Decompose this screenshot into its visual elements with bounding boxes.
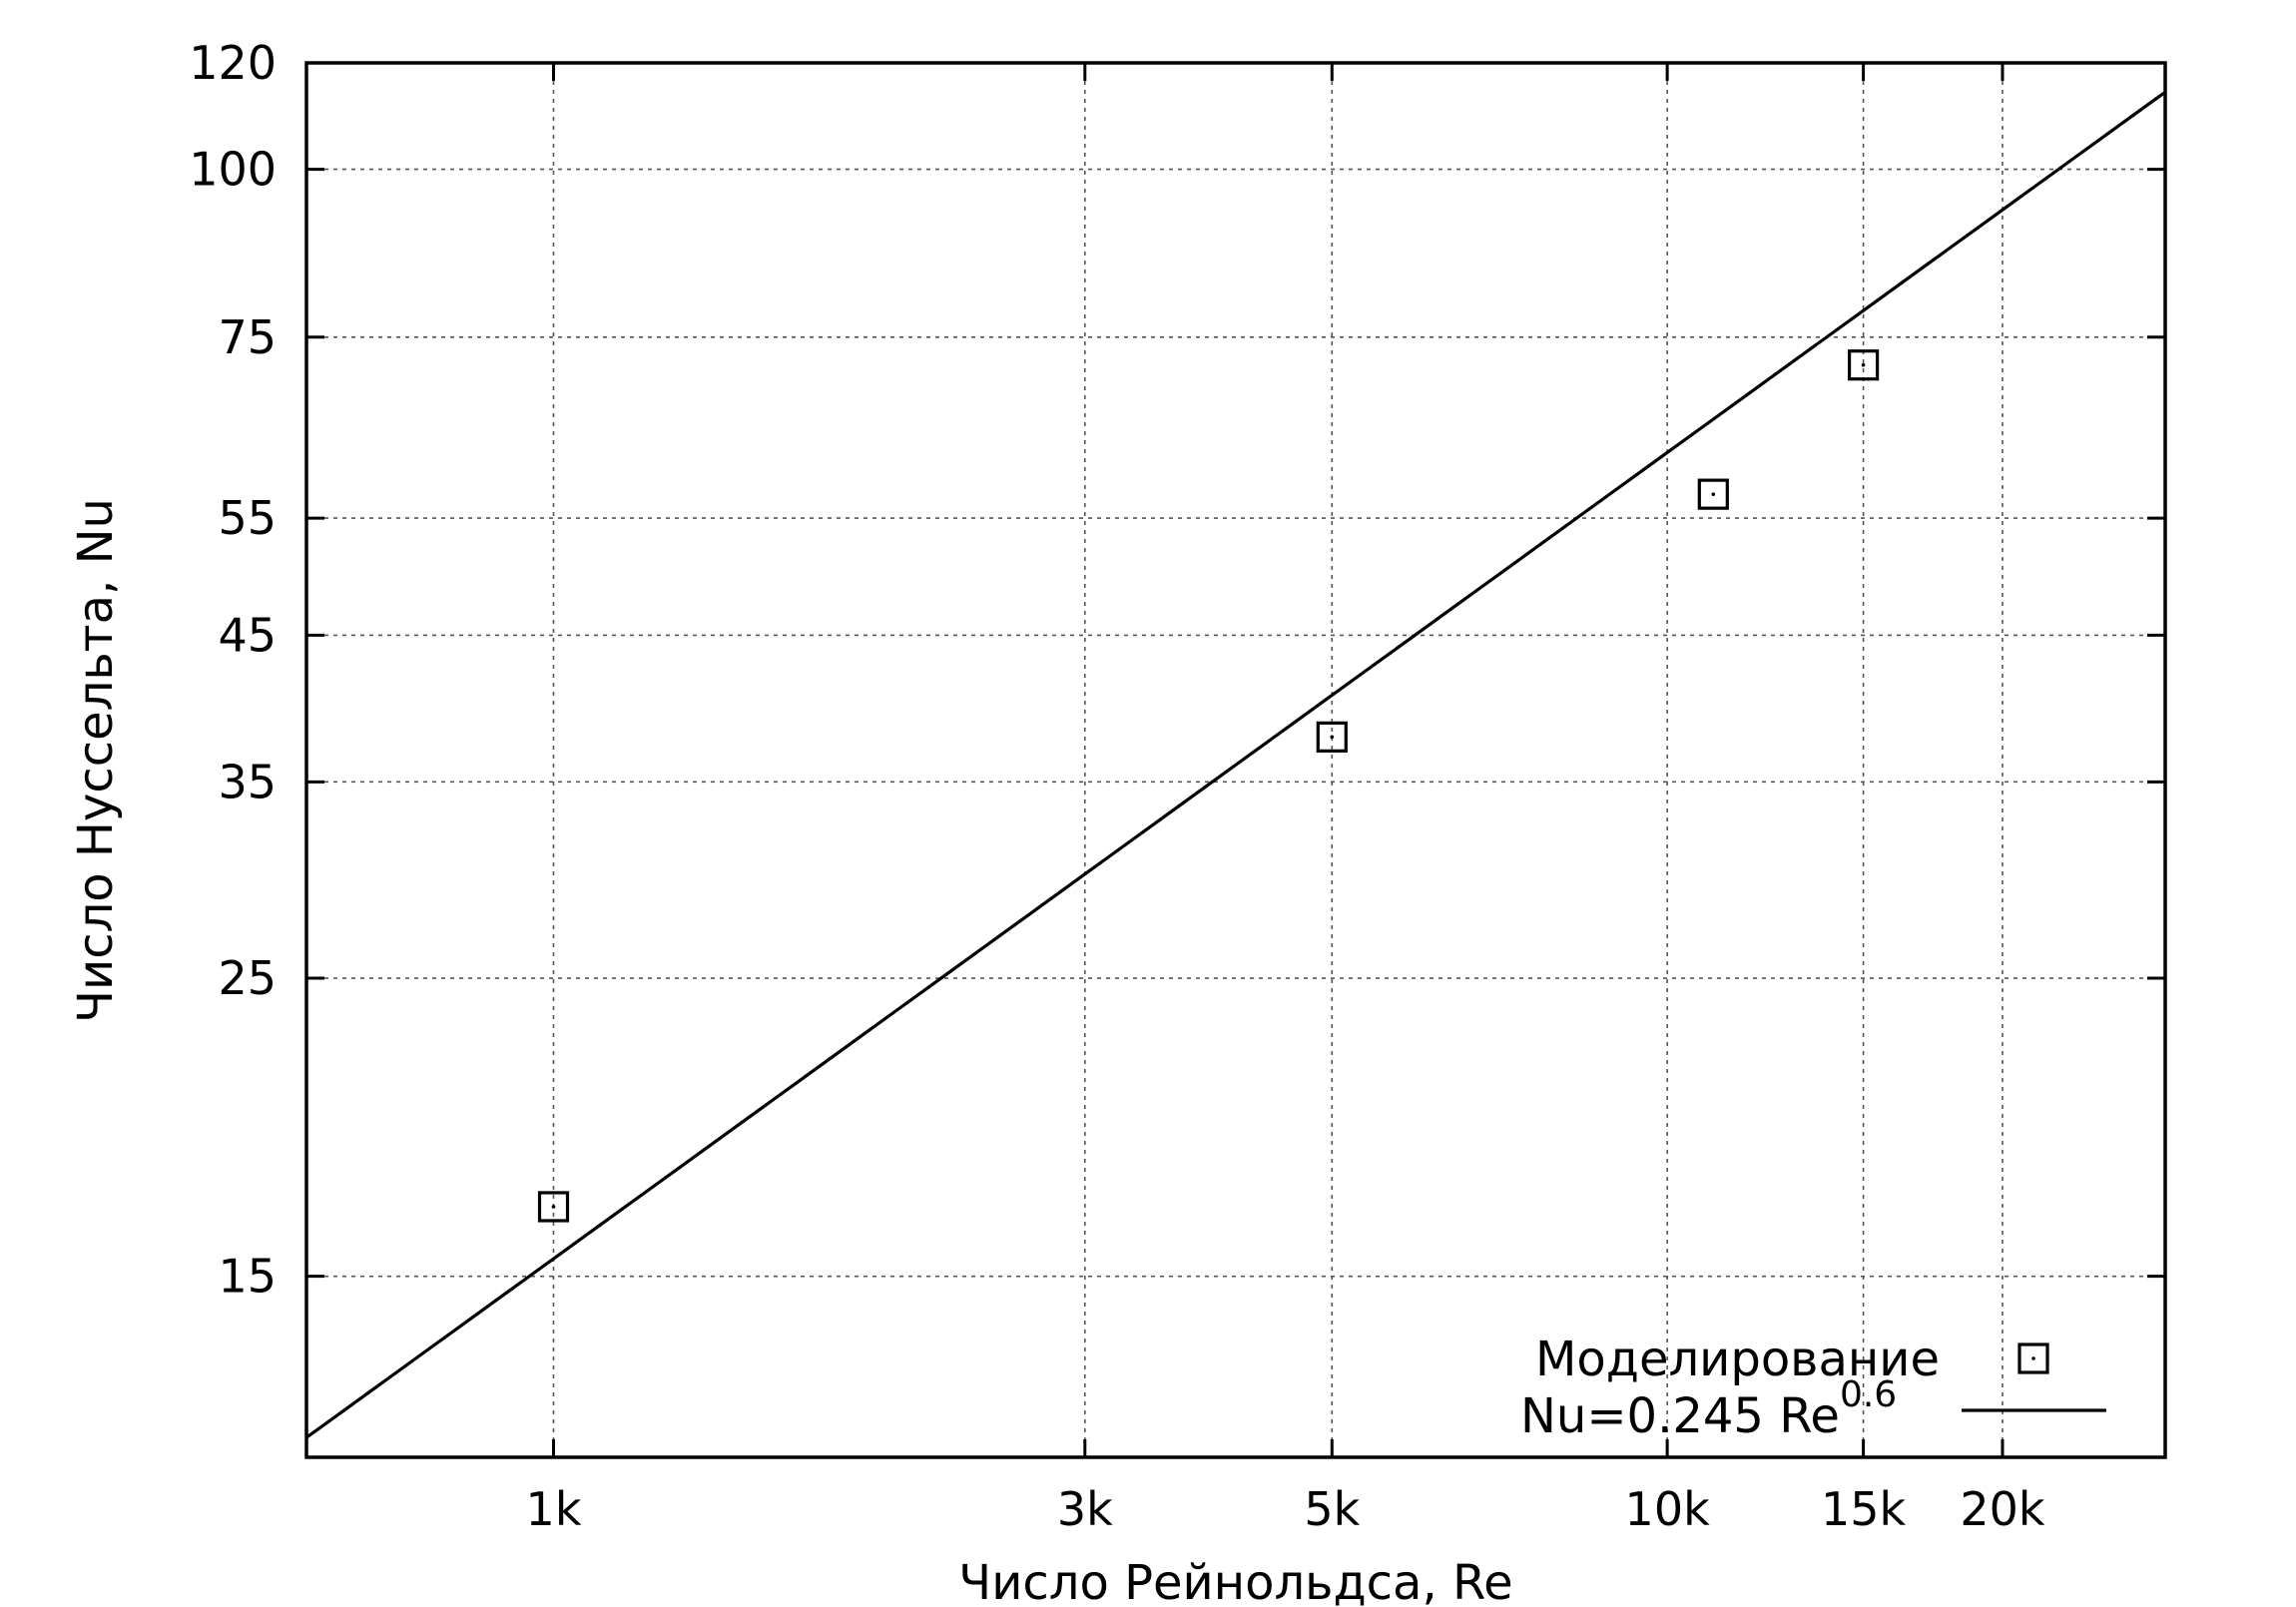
y-tick-label: 100 bbox=[189, 143, 277, 197]
x-axis-title: Число Рейнольдса, Re bbox=[958, 1555, 1512, 1607]
data-point-square bbox=[1847, 349, 1880, 381]
legend: Моделирование Nu=0.245 Re0.6 bbox=[1520, 1332, 2106, 1444]
grid bbox=[306, 62, 2165, 1457]
x-tick-label: 15k bbox=[1821, 1482, 1907, 1536]
fit-line bbox=[306, 90, 2165, 1439]
data-point bbox=[1847, 349, 1880, 381]
markers bbox=[537, 349, 1880, 1223]
plot-frame bbox=[304, 61, 2167, 1459]
x-tick-label: 10k bbox=[1625, 1482, 1711, 1536]
y-tick-label: 45 bbox=[218, 608, 277, 662]
data-point bbox=[1316, 721, 1348, 753]
legend-marker-simulation bbox=[2017, 1342, 2049, 1374]
data-point bbox=[1697, 478, 1729, 510]
y-tick-label: 120 bbox=[189, 36, 277, 90]
y-tick-label: 25 bbox=[218, 951, 277, 1005]
data-point-square bbox=[537, 1191, 570, 1223]
x-tick-label: 1k bbox=[526, 1482, 582, 1536]
y-tick-label: 75 bbox=[218, 310, 277, 364]
y-tick-label: 35 bbox=[218, 755, 277, 808]
data-point-dot bbox=[1330, 735, 1335, 740]
x-tick-label: 5k bbox=[1304, 1482, 1360, 1536]
data-point-square bbox=[1697, 478, 1729, 510]
y-tick-label: 55 bbox=[218, 491, 277, 545]
x-tick-label: 20k bbox=[1960, 1482, 2045, 1536]
ticks: 1k 3k 5k 10k 15k 20k 15 25 35 45 55 75 100 120 bbox=[189, 36, 2165, 1536]
legend-label-simulation: Моделирование bbox=[1535, 1332, 1940, 1387]
fit-layer bbox=[306, 90, 2165, 1439]
data-point-square bbox=[1316, 721, 1348, 753]
y-axis-title: Число Нуссельта, Nu bbox=[68, 498, 124, 1023]
data-point bbox=[537, 1191, 570, 1223]
data-point-dot bbox=[1711, 492, 1716, 496]
data-point-dot bbox=[1861, 362, 1866, 367]
legend-fit-main: Nu=0.245 Re bbox=[1520, 1388, 1840, 1444]
x-tick-label: 3k bbox=[1057, 1482, 1113, 1536]
y-tick-label: 15 bbox=[218, 1250, 277, 1304]
data-point-dot bbox=[551, 1205, 556, 1209]
legend-label-fit: Nu=0.245 Re0.6 bbox=[1520, 1374, 1897, 1444]
legend-fit-exponent: 0.6 bbox=[1840, 1374, 1897, 1415]
